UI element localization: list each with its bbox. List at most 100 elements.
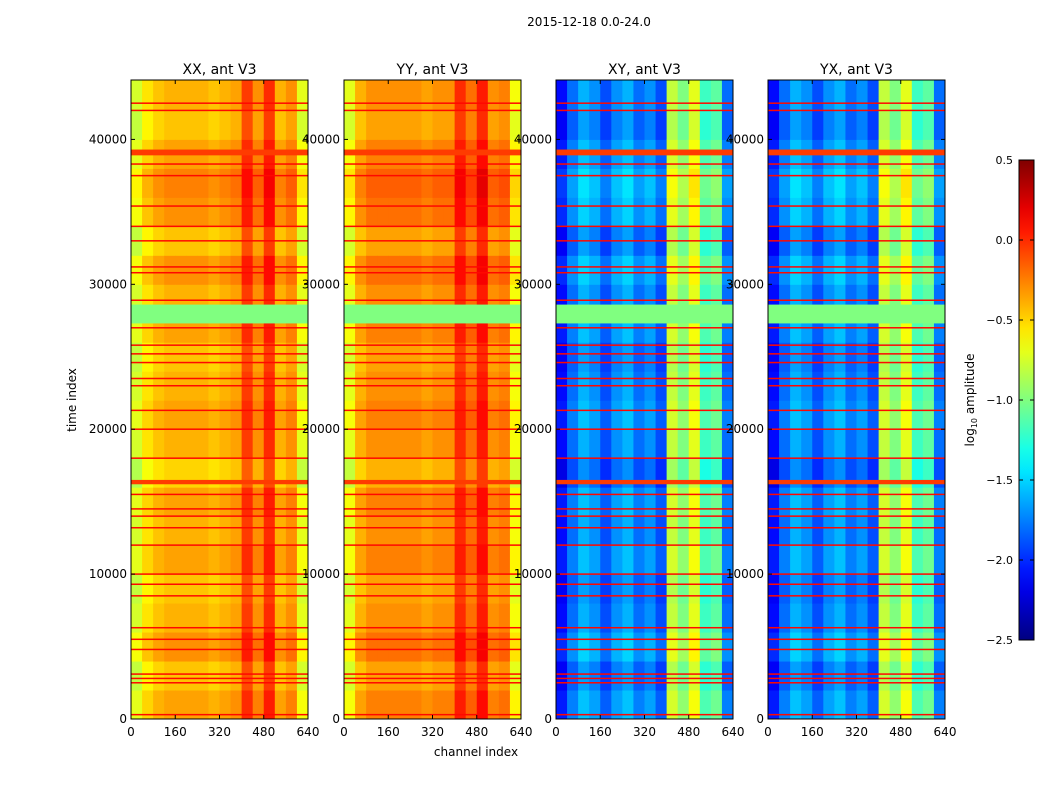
heatmap-cell xyxy=(487,342,500,372)
heatmap-cell xyxy=(655,603,668,633)
heatmap-cell xyxy=(175,255,187,285)
heatmap-cell xyxy=(366,255,378,285)
heatmap-cell xyxy=(131,487,143,517)
heatmap-cell xyxy=(790,487,802,517)
heatmap-cell xyxy=(889,255,902,285)
heatmap-cell xyxy=(399,458,411,488)
y-tick-label: 0 xyxy=(544,712,552,726)
flagged-row xyxy=(768,266,945,268)
heatmap-cell xyxy=(768,603,780,633)
heatmap-cell xyxy=(498,168,511,198)
heatmap-cell xyxy=(465,168,478,198)
heatmap-cell xyxy=(578,458,590,488)
heatmap-cell xyxy=(867,487,880,517)
heatmap-cell xyxy=(219,487,232,517)
heatmap-cell xyxy=(164,255,176,285)
heatmap-cell xyxy=(421,516,433,546)
x-tick-label: 640 xyxy=(934,725,957,739)
heatmap-cell xyxy=(377,284,389,314)
heatmap-cell xyxy=(498,197,511,227)
heatmap-cell xyxy=(878,574,891,604)
heatmap-cell xyxy=(600,487,612,517)
heatmap-cell xyxy=(252,603,265,633)
heatmap-cell xyxy=(867,632,880,662)
heatmap-cell xyxy=(567,487,579,517)
flagged-row xyxy=(556,266,733,268)
heatmap-cell xyxy=(487,458,500,488)
heatmap-cell xyxy=(779,342,791,372)
heatmap-cell xyxy=(801,429,813,459)
heatmap-cell xyxy=(377,80,389,82)
heatmap-cell xyxy=(600,516,612,546)
heatmap-cell xyxy=(230,516,243,546)
heatmap-cell xyxy=(432,603,445,633)
heatmap-cell xyxy=(230,661,243,691)
heatmap-cell xyxy=(655,255,668,285)
heatmap-cell xyxy=(274,661,287,691)
heatmap-cell xyxy=(142,342,154,372)
heatmap-cell xyxy=(454,487,467,517)
heatmap-cell xyxy=(812,603,824,633)
heatmap-cell xyxy=(790,603,802,633)
heatmap-cell xyxy=(476,400,489,430)
heatmap-cell xyxy=(710,690,723,720)
heatmap-cell xyxy=(465,487,478,517)
heatmap-cell xyxy=(432,574,445,604)
heatmap-cell xyxy=(710,487,723,517)
heatmap-cell xyxy=(790,81,802,111)
heatmap-cell xyxy=(699,603,712,633)
heatmap-cell xyxy=(900,110,913,140)
heatmap-cell xyxy=(768,487,780,517)
heatmap-cell xyxy=(845,429,857,459)
heatmap-cell xyxy=(677,545,690,575)
colorbar-tick-label: −1.5 xyxy=(986,474,1013,487)
heatmap-cell xyxy=(355,603,367,633)
heatmap-cell xyxy=(377,661,389,691)
flagged-band xyxy=(768,479,945,485)
heatmap-cell xyxy=(465,574,478,604)
heatmap-cell xyxy=(878,632,891,662)
heatmap-cell xyxy=(889,168,902,198)
flagged-row xyxy=(344,583,521,585)
heatmap-cell xyxy=(509,545,522,575)
heatmap-cell xyxy=(578,255,590,285)
heatmap-cell xyxy=(219,545,232,575)
heatmap-cell xyxy=(219,81,232,111)
heatmap-cell xyxy=(556,110,568,140)
heatmap-cell xyxy=(197,197,209,227)
heatmap-cell xyxy=(131,429,143,459)
heatmap-cell xyxy=(344,342,356,372)
heatmap-cell xyxy=(867,342,880,372)
heatmap-cell xyxy=(633,255,645,285)
heatmap-cell xyxy=(666,429,679,459)
heatmap-cell xyxy=(790,168,802,198)
heatmap-cell xyxy=(274,168,287,198)
heatmap-cell xyxy=(600,81,612,111)
heatmap-cell xyxy=(410,342,422,372)
heatmap-cell xyxy=(344,661,356,691)
heatmap-cell xyxy=(263,458,276,488)
heatmap-cell xyxy=(677,197,690,227)
heatmap-cell xyxy=(296,545,309,575)
heatmap-cell xyxy=(142,168,154,198)
heatmap-cell xyxy=(578,81,590,111)
heatmap-cell xyxy=(922,516,935,546)
heatmap-cell xyxy=(465,632,478,662)
heatmap-cell xyxy=(263,110,276,140)
heatmap-cell xyxy=(611,690,623,720)
heatmap-cell xyxy=(432,690,445,720)
heatmap-cell xyxy=(644,342,657,372)
heatmap-cell xyxy=(889,400,902,430)
heatmap-cell xyxy=(622,110,634,140)
heatmap-cell xyxy=(856,110,869,140)
heatmap-cell xyxy=(878,690,891,720)
heatmap-cell xyxy=(263,197,276,227)
heatmap-cell xyxy=(856,545,869,575)
flagged-row xyxy=(344,240,521,242)
heatmap-cell xyxy=(164,458,176,488)
heatmap-cell xyxy=(856,516,869,546)
heatmap-cell xyxy=(878,516,891,546)
heatmap-cell xyxy=(344,400,356,430)
heatmap-cell xyxy=(688,690,701,720)
